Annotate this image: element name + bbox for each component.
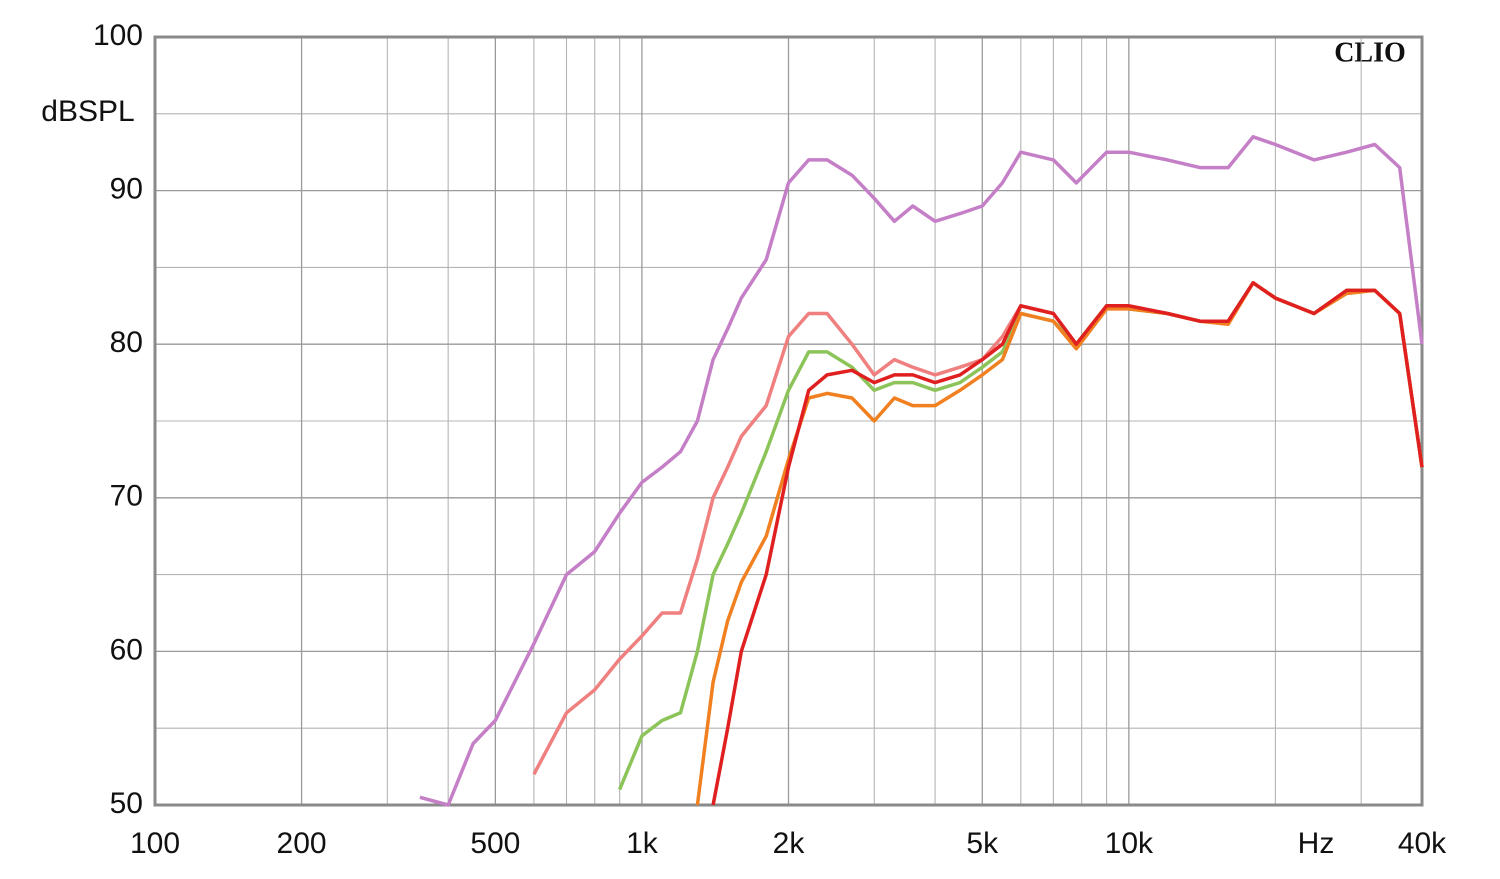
series-line xyxy=(532,281,1424,776)
x-tick-label: 100 xyxy=(130,827,180,860)
series-line xyxy=(419,135,1424,807)
x-tick-label: 200 xyxy=(277,827,327,860)
series-line xyxy=(711,281,1424,806)
y-tick-label: 70 xyxy=(110,480,143,513)
series-line xyxy=(695,281,1424,806)
annotation: CLIO xyxy=(1334,37,1406,68)
x-tick-label: 40k xyxy=(1398,827,1447,860)
plot-frame xyxy=(153,35,1424,807)
y-tick-label: 60 xyxy=(110,633,143,666)
y-tick-label: 100 xyxy=(93,19,143,52)
y-axis-label: dBSPL xyxy=(41,95,134,128)
y-tick-label: 50 xyxy=(110,787,143,820)
x-axis-label: Hz xyxy=(1298,827,1335,860)
x-tick-label: 2k xyxy=(773,827,806,860)
x-tick-label: 10k xyxy=(1105,827,1154,860)
x-tick-label: 1k xyxy=(626,827,659,860)
x-tick-label: 5k xyxy=(966,827,999,860)
y-tick-label: 80 xyxy=(110,326,143,359)
y-tick-label: 90 xyxy=(110,173,143,206)
x-tick-label: 500 xyxy=(470,827,520,860)
